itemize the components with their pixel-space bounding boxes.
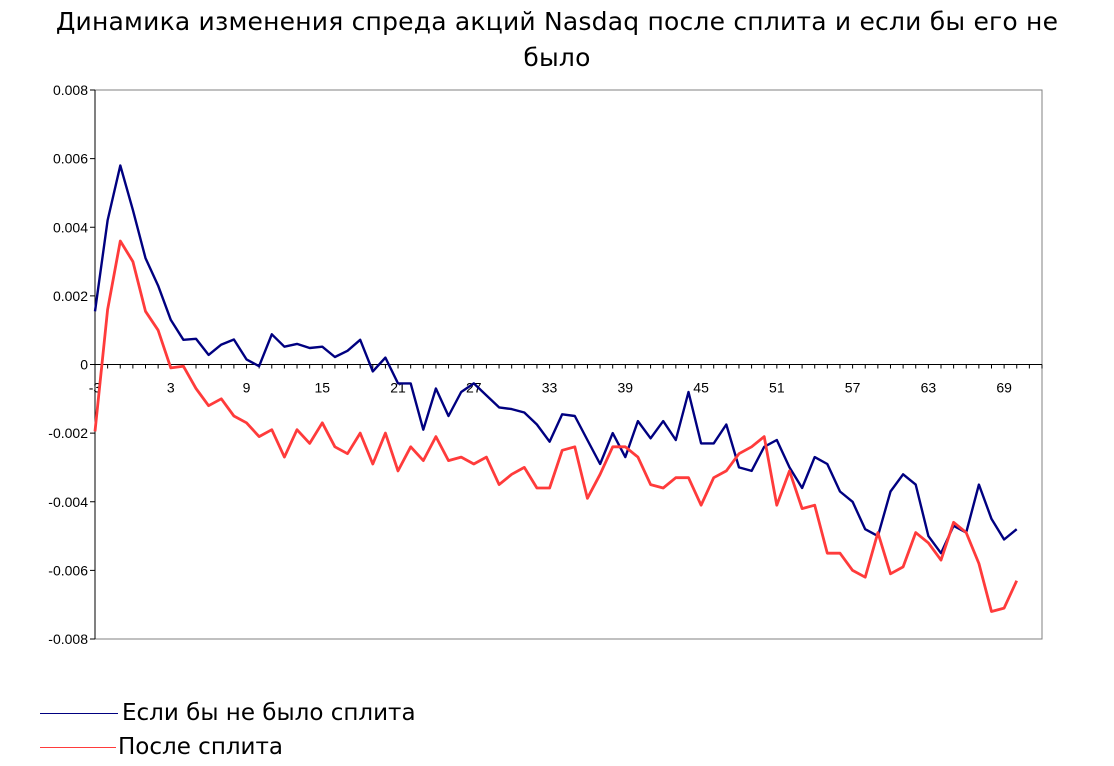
legend-swatch-no-split	[40, 712, 118, 714]
x-tick-label: 39	[618, 380, 634, 396]
x-tick-label: 27	[466, 380, 482, 396]
legend-label-after-split: После сплита	[118, 734, 283, 760]
legend-item-no-split: Если бы не было сплита	[40, 696, 416, 730]
x-tick-label: 51	[769, 380, 785, 396]
legend-swatch-after-split	[40, 746, 116, 748]
chart-title: Динамика изменения спреда акций Nasdaq п…	[0, 4, 1114, 76]
y-tick-label: -0.004	[48, 494, 88, 510]
y-tick-label: -0.008	[48, 631, 88, 647]
x-axis: -3 3 9 15 21 27 33 39 45 51 57 63 69	[89, 364, 1043, 396]
x-tick-label: 33	[542, 380, 558, 396]
chart-title-line-2: было	[523, 43, 591, 72]
series-lines	[93, 164, 1018, 613]
legend-label-no-split: Если бы не было сплита	[122, 700, 416, 726]
y-tick-label: 0.002	[53, 288, 88, 304]
x-tick-label: 57	[845, 380, 861, 396]
x-tick-label: 69	[996, 380, 1012, 396]
chart-title-line-1: Динамика изменения спреда акций Nasdaq п…	[55, 7, 1059, 36]
x-tick-label: 63	[921, 380, 937, 396]
y-axis: 0.008 0.006 0.004 0.002 0 -0.002 -0.004 -0.006 -…	[48, 82, 96, 647]
series-line-no-split	[93, 164, 1018, 555]
x-tick-label: 15	[314, 380, 330, 396]
y-tick-label: 0	[80, 357, 88, 373]
y-tick-label: 0.008	[53, 82, 88, 98]
series-line-after-split	[93, 239, 1018, 613]
x-tick-label: 3	[167, 380, 175, 396]
y-tick-label: -0.006	[48, 562, 88, 578]
y-tick-label: 0.004	[53, 219, 88, 235]
legend-item-after-split: После сплита	[40, 730, 416, 764]
y-tick-label: -0.002	[48, 425, 88, 441]
x-tick-label: 9	[243, 380, 251, 396]
y-tick-label: 0.006	[53, 151, 88, 167]
x-tick-label: 45	[693, 380, 709, 396]
legend: Если бы не было сплита После сплита	[40, 696, 416, 764]
